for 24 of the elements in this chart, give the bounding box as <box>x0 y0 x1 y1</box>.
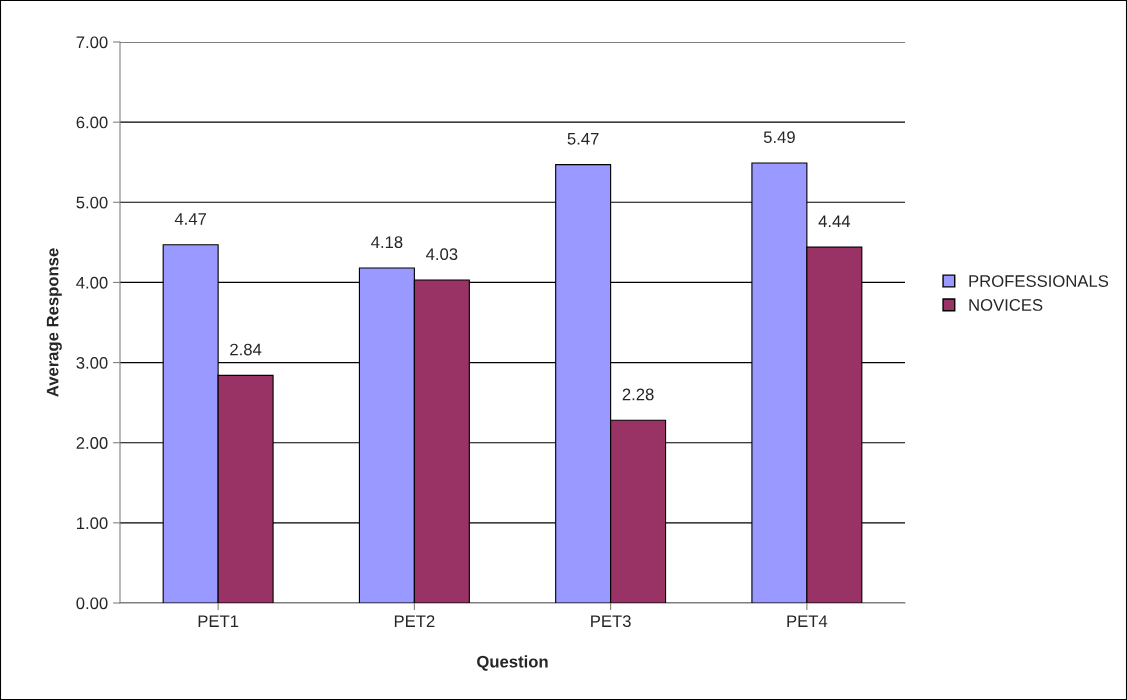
legend-label: PROFESSIONALS <box>969 275 1109 287</box>
y-tick-label: 3.00 <box>76 356 108 369</box>
data-label: 2.28 <box>622 388 654 401</box>
y-tick-label: 6.00 <box>76 116 108 129</box>
data-label: 4.18 <box>371 236 403 249</box>
y-tick-label: 4.00 <box>76 276 108 289</box>
legend-label: NOVICES <box>969 299 1043 311</box>
y-tick-label: 5.00 <box>76 196 108 209</box>
x-tick-label: PET3 <box>591 615 631 628</box>
data-label: 5.49 <box>763 131 795 144</box>
y-axis-title: Average Response <box>46 248 62 397</box>
x-tick-label: PET4 <box>787 615 828 627</box>
data-label: 5.47 <box>567 133 599 145</box>
x-axis-title: Question <box>477 655 548 671</box>
data-label: 2.84 <box>230 343 262 356</box>
y-tick-label: 2.00 <box>76 437 108 449</box>
y-tick-label: 1.00 <box>77 517 108 530</box>
y-tick-label: 7.00 <box>76 36 108 49</box>
y-tick-label: 0.00 <box>76 597 108 610</box>
x-tick-label: PET1 <box>198 615 239 627</box>
x-tick-label: PET2 <box>394 615 435 627</box>
data-label: 4.03 <box>426 248 458 261</box>
data-label: 4.47 <box>174 213 207 225</box>
data-label: 4.44 <box>818 215 851 228</box>
